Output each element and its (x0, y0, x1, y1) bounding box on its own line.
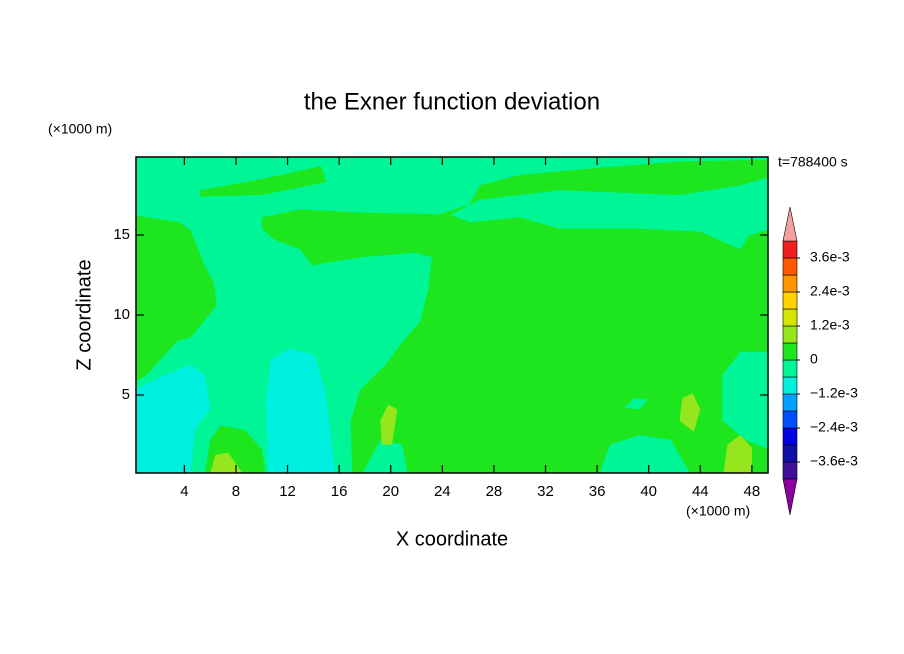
colorbar-over (782, 206, 798, 242)
x-tick-label: 12 (279, 483, 296, 500)
colorbar-tick-label: 0 (810, 351, 818, 367)
y-tick-label: 5 (122, 386, 130, 403)
x-tick-label: 20 (382, 483, 399, 500)
x-tick-label: 36 (589, 483, 606, 500)
contour-region (723, 435, 752, 473)
colorbar-tick-label: −1.2e-3 (810, 385, 858, 401)
x-axis-label: X coordinate (396, 528, 508, 550)
x-unit: (×1000 m) (686, 503, 750, 519)
contour-region (722, 351, 768, 450)
contour-region (199, 166, 327, 197)
y-unit: (×1000 m) (48, 121, 112, 137)
colorbar-box (782, 359, 798, 378)
colorbar-box (782, 342, 798, 361)
x-tick-label: 16 (331, 483, 348, 500)
contour-region (210, 452, 243, 473)
colorbar-box (782, 427, 798, 446)
plot-area (136, 157, 768, 473)
colorbar-box (782, 410, 798, 429)
colorbar-tick-label: −3.6e-3 (810, 453, 858, 469)
x-tick-label: 8 (232, 483, 240, 500)
colorbar-tick-label: 1.2e-3 (810, 317, 850, 333)
x-tick-label: 24 (434, 483, 451, 500)
colorbar-box (782, 274, 798, 293)
x-tick-label: 40 (640, 483, 657, 500)
colorbar-box (782, 291, 798, 310)
contour-region (265, 348, 336, 473)
time-label: t=788400 s (778, 154, 848, 170)
contour-region (136, 364, 211, 473)
x-tick-label: 44 (692, 483, 709, 500)
colorbar-tick-label: −2.4e-3 (810, 419, 858, 435)
contour-region (624, 398, 648, 410)
colorbar-box (782, 257, 798, 276)
colorbar-box (782, 461, 798, 480)
colorbar-tick-label: 2.4e-3 (810, 283, 850, 299)
y-tick-label: 10 (113, 306, 130, 323)
colorbar: 3.6e-3 2.4e-3 1.2e-3 0 −1.2e-3 −2.4e-3 −3.6e-3 (782, 206, 858, 516)
colorbar-box (782, 308, 798, 327)
colorbar-under (782, 478, 798, 516)
x-tick-label: 32 (537, 483, 554, 500)
contour-region (450, 177, 768, 250)
colorbar-tick-label: 3.6e-3 (810, 249, 850, 265)
x-tick-label: 4 (180, 483, 188, 500)
contour-region (679, 393, 701, 432)
colorbar-box (782, 393, 798, 412)
contour-region (136, 215, 217, 381)
contour-region (599, 435, 690, 473)
x-tick-label: 28 (486, 483, 503, 500)
x-tick-label: 48 (744, 483, 761, 500)
colorbar-box (782, 376, 798, 395)
contour-region (261, 159, 768, 473)
colorbar-box (782, 325, 798, 344)
colorbar-box (782, 240, 798, 259)
chart-title: the Exner function deviation (304, 88, 600, 115)
y-tick-label: 15 (113, 226, 130, 243)
colorbar-box (782, 444, 798, 463)
y-axis-label: Z coordinate (73, 259, 95, 370)
contour-region (380, 404, 398, 445)
